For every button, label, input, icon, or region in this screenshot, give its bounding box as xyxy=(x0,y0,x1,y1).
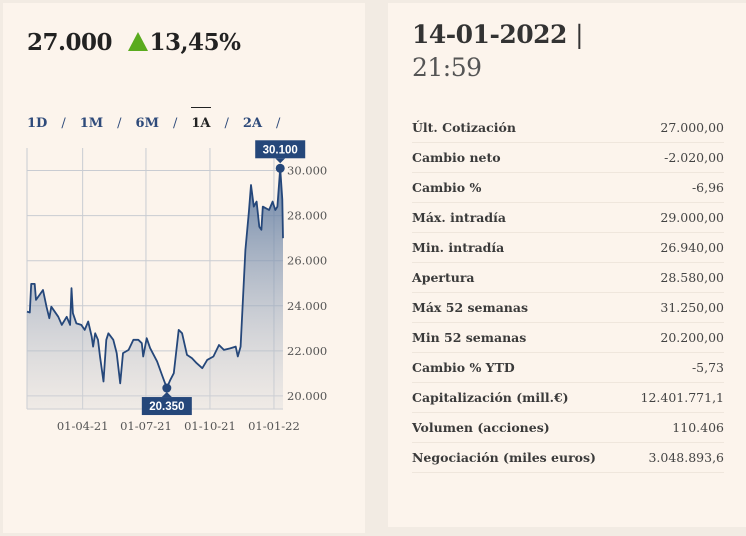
y-tick-label: 26.000 xyxy=(287,254,327,268)
info-row: Máx. intradía 29.000,00 xyxy=(412,202,724,233)
range-6m[interactable]: 6M xyxy=(135,116,159,131)
price-area xyxy=(27,168,283,409)
y-tick-label: 30.000 xyxy=(287,164,327,178)
quote-time: 21:59 xyxy=(412,53,482,82)
info-row: Cambio % -6,96 xyxy=(412,172,724,203)
info-label: Negociación (miles euros) xyxy=(412,442,627,473)
quote-info-panel: 14-01-2022 | 21:59 Últ. Cotización 27.000… xyxy=(388,3,746,527)
x-tick-label: 01-04-21 xyxy=(57,419,109,433)
info-label: Últ. Cotización xyxy=(412,113,627,143)
extreme-label-box xyxy=(141,397,192,416)
extreme-label-box xyxy=(255,140,306,159)
info-label: Volumen (acciones) xyxy=(412,412,627,443)
max-value-label: 30.100 xyxy=(263,144,298,156)
range-1a[interactable]: 1A xyxy=(191,107,211,131)
x-tick-label: 01-07-21 xyxy=(120,419,172,433)
info-label: Máx 52 semanas xyxy=(412,292,627,323)
info-label: Apertura xyxy=(412,262,627,293)
info-row: Máx 52 semanas 31.250,00 xyxy=(412,292,724,323)
up-arrow-icon xyxy=(127,32,148,51)
extreme-label-pointer xyxy=(161,392,172,398)
info-value: -5,73 xyxy=(626,352,724,383)
info-row: Cambio neto -2.020,00 xyxy=(412,142,724,173)
extreme-label-pointer xyxy=(275,158,286,164)
info-label: Min. intradía xyxy=(412,232,627,263)
price-line xyxy=(26,167,284,389)
info-row: Min 52 semanas 20.200,00 xyxy=(412,322,724,353)
date-text: 14-01-2022 xyxy=(412,20,567,49)
info-value: 12.401.771,1 xyxy=(626,382,724,413)
extreme-point-marker xyxy=(162,383,172,393)
info-value: 110.406 xyxy=(626,412,724,443)
info-value: 27.000,00 xyxy=(626,113,724,143)
date-separator: | xyxy=(575,20,584,49)
info-row: Volumen (acciones) 110.406 xyxy=(412,412,724,443)
info-value: 31.250,00 xyxy=(626,292,724,323)
info-row: Negociación (miles euros) 3.048.893,6 xyxy=(412,442,724,473)
min-value-label: 20.350 xyxy=(149,401,184,413)
price-chart: 20.000 22.000 24.000 26.000 28.000 30.000 01-0… xyxy=(26,140,327,433)
y-tick-label: 22.000 xyxy=(287,344,327,358)
range-separator: / xyxy=(276,116,281,131)
range-separator: / xyxy=(61,116,66,131)
quote-header: 27.000 13,45% xyxy=(27,29,241,56)
info-row: Apertura 28.580,00 xyxy=(412,262,724,293)
info-value: -2.020,00 xyxy=(626,142,724,173)
range-1d[interactable]: 1D xyxy=(27,116,48,131)
info-value: 20.200,00 xyxy=(626,322,724,353)
info-row: Cambio % YTD -5,73 xyxy=(412,352,724,383)
info-row: Min. intradía 26.940,00 xyxy=(412,232,724,263)
range-separator: / xyxy=(172,116,178,131)
last-price: 27.000 xyxy=(27,29,113,56)
range-separator: / xyxy=(224,116,229,131)
info-value: 28.580,00 xyxy=(626,262,724,293)
x-tick-label: 01-10-21 xyxy=(184,419,236,433)
info-row: Últ. Cotización 27.000,00 xyxy=(412,113,724,143)
info-value: 29.000,00 xyxy=(626,202,724,233)
quote-chart-panel: 27.000 13,45% 1D / 1M / 6M / 1A / 2A / 20.000 22.0… xyxy=(3,3,365,533)
x-tick-label: 01-01-22 xyxy=(248,419,300,433)
info-label: Cambio neto xyxy=(412,142,627,173)
info-label: Cambio % xyxy=(412,172,627,203)
info-label: Capitalización (mill.€) xyxy=(412,382,627,413)
y-tick-label: 20.000 xyxy=(287,389,327,403)
quote-info-table: Últ. Cotización 27.000,00 Cambio neto -2.02… xyxy=(412,113,724,473)
y-tick-label: 28.000 xyxy=(287,209,327,223)
extreme-point-marker xyxy=(275,163,285,173)
info-label: Máx. intradía xyxy=(412,202,627,233)
info-label: Cambio % YTD xyxy=(412,352,627,383)
range-2a[interactable]: 2A xyxy=(242,116,263,131)
range-separator: / xyxy=(117,116,122,131)
y-tick-label: 24.000 xyxy=(287,299,327,313)
range-selector: 1D / 1M / 6M / 1A / 2A / xyxy=(27,107,294,131)
info-value: 3.048.893,6 xyxy=(626,442,724,473)
change-percent: 13,45% xyxy=(149,29,241,56)
info-row: Capitalización (mill.€) 12.401.771,1 xyxy=(412,382,724,413)
info-value: -6,96 xyxy=(626,172,724,203)
info-label: Min 52 semanas xyxy=(412,322,627,353)
quote-date: 14-01-2022 | xyxy=(412,20,584,49)
range-1m[interactable]: 1M xyxy=(79,116,104,131)
info-value: 26.940,00 xyxy=(626,232,724,263)
